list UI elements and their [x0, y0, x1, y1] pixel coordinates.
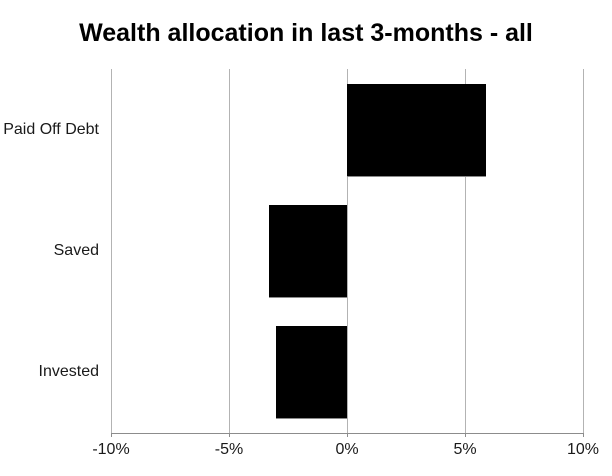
bar-invested: [276, 326, 347, 420]
category-label: Saved: [53, 242, 99, 259]
chart-title: Wealth allocation in last 3-months - all: [79, 19, 533, 47]
x-axis-tick: [229, 433, 230, 437]
x-tick-label: 5%: [453, 441, 477, 458]
gridline: [347, 69, 348, 433]
category-label: Invested: [38, 363, 99, 381]
category-label: Paid Off Debt: [3, 120, 99, 138]
x-axis-tick: [111, 433, 112, 437]
x-axis-tick: [583, 433, 584, 437]
plot-area: [111, 69, 584, 437]
x-tick-label: 10%: [566, 441, 600, 458]
gridline: [229, 69, 230, 433]
x-axis-tick: [347, 433, 348, 437]
gridline: [111, 69, 112, 433]
bar-saved: [269, 205, 347, 298]
gridline: [583, 69, 584, 433]
bar-paid-off-debt: [347, 83, 487, 177]
x-tick-label: -10%: [92, 441, 130, 458]
x-axis-tick: [465, 433, 466, 437]
gridline: [465, 69, 466, 433]
x-tick-label: -5%: [214, 441, 244, 458]
x-tick-label: 0%: [335, 441, 359, 458]
